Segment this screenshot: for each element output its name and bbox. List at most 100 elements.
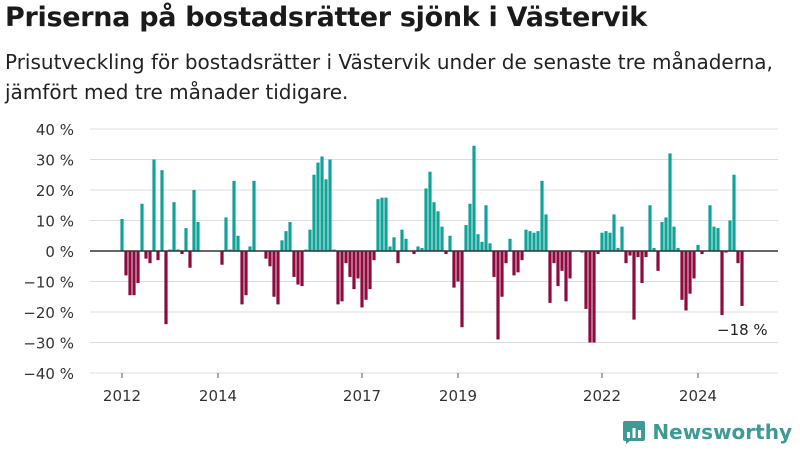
bar: [280, 240, 284, 251]
bar: [508, 238, 512, 251]
y-tick-label: −40 %: [23, 365, 74, 383]
bar: [172, 202, 176, 251]
bar: [444, 251, 448, 255]
y-tick-label: 0 %: [45, 243, 74, 261]
bar: [436, 211, 440, 251]
bar: [368, 251, 372, 290]
x-tick-label: 2024: [679, 387, 717, 405]
bar: [512, 251, 516, 276]
bar: [500, 251, 504, 297]
bar: [592, 251, 596, 343]
bar: [380, 197, 384, 252]
bar: [236, 235, 240, 251]
bar: [276, 251, 280, 305]
y-tick-label: −30 %: [23, 335, 74, 353]
bar: [624, 251, 628, 264]
bar: [120, 218, 124, 251]
bar: [568, 251, 572, 279]
bar: [384, 197, 388, 252]
bar: [548, 251, 552, 303]
bar: [324, 179, 328, 251]
bar: [456, 251, 460, 282]
bar: [336, 251, 340, 305]
bar: [504, 251, 508, 264]
bar: [496, 251, 500, 340]
bar: [320, 156, 324, 251]
bar: [152, 159, 156, 251]
bar: [136, 251, 140, 284]
bar: [124, 251, 128, 276]
bar: [360, 251, 364, 308]
bar: [292, 251, 296, 277]
bar: [224, 217, 228, 251]
bar: [308, 229, 312, 251]
bar: [424, 188, 428, 251]
bar: [340, 251, 344, 302]
bar: [404, 238, 408, 251]
bar: [228, 249, 232, 251]
bar: [604, 231, 608, 251]
bar: [488, 243, 492, 252]
bar: [560, 251, 564, 271]
bar: [700, 251, 704, 255]
bar: [128, 251, 132, 296]
bar: [392, 237, 396, 251]
newsworthy-logo-icon: [623, 421, 646, 444]
x-axis-labels: 2012 2014 2017 2019 2022 2024: [103, 373, 717, 405]
bar: [544, 214, 548, 251]
bar: [660, 222, 664, 251]
bar: [244, 251, 248, 296]
bar: [552, 251, 556, 264]
bar: [300, 251, 304, 287]
bar: [332, 249, 336, 251]
bar: [196, 222, 200, 251]
annotation: −18 %: [717, 321, 768, 339]
bar: [680, 251, 684, 300]
bar: [648, 205, 652, 251]
bar: [664, 217, 668, 251]
brand-name: Newsworthy: [652, 420, 792, 444]
bar: [352, 251, 356, 290]
bar: [184, 228, 188, 252]
bar: [692, 251, 696, 279]
bar: [480, 241, 484, 251]
bar: [676, 247, 680, 251]
bar: [364, 251, 368, 300]
bar: [240, 251, 244, 305]
bar: [132, 251, 136, 296]
bar: [640, 251, 644, 284]
bar: [596, 251, 600, 255]
bar: [628, 251, 632, 256]
bar: [220, 251, 224, 265]
bar: [516, 251, 520, 273]
bar: [492, 251, 496, 277]
bar: [600, 232, 604, 251]
bar: [388, 246, 392, 251]
bar: [708, 205, 712, 251]
bar: [288, 222, 292, 251]
bar: [232, 180, 236, 251]
bar: [672, 226, 676, 251]
bar: [564, 251, 568, 302]
bar: [192, 190, 196, 251]
y-tick-label: 40 %: [36, 121, 74, 139]
y-tick-label: −10 %: [23, 274, 74, 292]
bar: [636, 251, 640, 258]
bar: [632, 251, 636, 320]
bar: [716, 228, 720, 252]
bar: [584, 251, 588, 309]
bar: [188, 251, 192, 268]
bar: [248, 246, 252, 251]
bar: [684, 251, 688, 311]
bar: [176, 249, 180, 251]
bar: [328, 159, 332, 251]
bar: [720, 251, 724, 316]
x-tick-label: 2014: [199, 387, 237, 405]
chart-subtitle: Prisutveckling för bostadsrätter i Väste…: [5, 50, 773, 104]
bar: [376, 199, 380, 251]
bar: [252, 180, 256, 251]
bar: [144, 251, 148, 259]
bar: [400, 229, 404, 251]
bar: [736, 251, 740, 264]
bar: [652, 247, 656, 251]
